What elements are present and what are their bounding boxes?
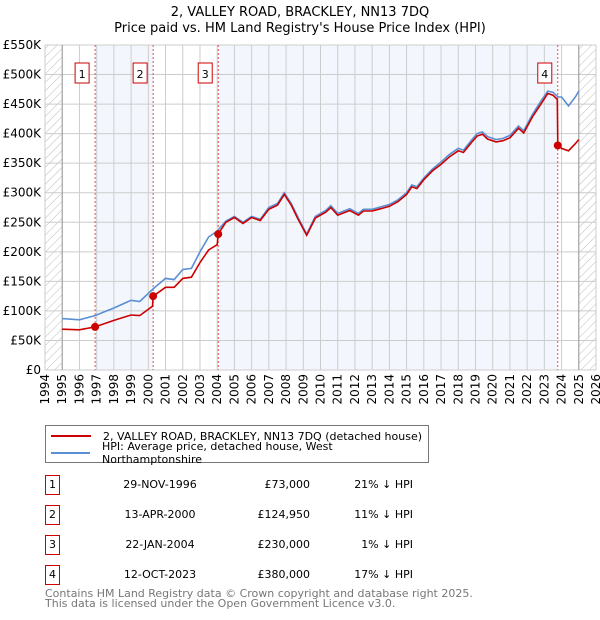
sale-date: 13-APR-2000 [124, 508, 196, 521]
x-tick-label: 2023 [537, 374, 551, 405]
y-tick-label: £400K [3, 127, 43, 141]
price-chart: £0 £50K £100K £150K £200K £250K £300K £350K £400… [3, 38, 600, 405]
y-tick-label: £150K [3, 274, 43, 288]
sale-point [214, 230, 223, 239]
x-tick-label: 1998 [107, 374, 121, 405]
x-tick-label: 2001 [159, 374, 173, 405]
x-tick-label: 2015 [400, 374, 414, 405]
sale-marker: 1 [45, 475, 60, 495]
sale-date: 29-NOV-1996 [123, 478, 197, 491]
x-tick-label: 2011 [331, 374, 345, 405]
shaded-band [95, 45, 154, 370]
hatched-region [45, 45, 63, 370]
x-tick-label: 1996 [72, 374, 86, 405]
sale-marker: 4 [45, 565, 60, 585]
x-tick-label: 2012 [348, 374, 362, 405]
chart-title: 2, VALLEY ROAD, BRACKLEY, NN13 7DQ [170, 5, 430, 20]
y-tick-label: £450K [3, 97, 43, 111]
y-tick-label: £100K [3, 304, 43, 318]
x-tick-label: 1995 [55, 374, 69, 405]
x-tick-label: 2025 [572, 374, 586, 405]
legend-label: 2, VALLEY ROAD, BRACKLEY, NN13 7DQ (deta… [103, 429, 423, 443]
y-tick-label: £200K [3, 245, 43, 259]
legend-label: HPI: Average price, detached house, West… [102, 440, 333, 466]
sale-point [553, 141, 562, 150]
sale-marker-label: 2 [137, 68, 144, 81]
x-tick-label: 2000 [141, 374, 155, 405]
sale-row: 4 12-OCT-2023 £380,000 17% ↓ HPI [45, 565, 465, 585]
x-tick-label: 2019 [468, 374, 482, 405]
series-line-hpi [62, 90, 580, 321]
y-tick-label: £550K [3, 38, 43, 52]
x-tick-label: 2006 [245, 374, 259, 405]
sale-hpi-diff: 21% ↓ HPI [354, 478, 413, 491]
x-tick-label: 2016 [417, 374, 431, 405]
x-tick-label: 2002 [176, 374, 190, 405]
x-tick-label: 2003 [193, 374, 207, 405]
x-tick-label: 1999 [124, 374, 138, 405]
sale-price: £124,950 [257, 508, 311, 521]
x-tick-label: 2008 [279, 374, 293, 405]
y-tick-label: £500K [3, 68, 43, 82]
sale-marker-label: 1 [79, 68, 86, 81]
x-tick-label: 2013 [365, 374, 379, 405]
sale-hpi-diff: 11% ↓ HPI [354, 508, 413, 521]
sale-row: 1 29-NOV-1996 £73,000 21% ↓ HPI [45, 475, 465, 495]
sale-row: 3 22-JAN-2004 £230,000 1% ↓ HPI [45, 535, 465, 555]
footer-licence: This data is licensed under the Open Gov… [45, 597, 396, 610]
sale-point [149, 292, 158, 301]
chart-subtitle: Price paid vs. HM Land Registry's House … [114, 21, 486, 36]
sale-marker-label: 3 [202, 68, 209, 81]
sale-price: £73,000 [264, 478, 311, 491]
x-tick-label: 2022 [520, 374, 534, 405]
sale-row: 2 13-APR-2000 £124,950 11% ↓ HPI [45, 505, 465, 525]
sale-hpi-diff: 17% ↓ HPI [354, 568, 413, 581]
y-tick-label: £300K [3, 186, 43, 200]
sale-marker-label: 4 [541, 68, 548, 81]
sale-marker: 3 [45, 535, 60, 555]
sale-price: £380,000 [257, 568, 311, 581]
sale-marker-box [74, 62, 90, 84]
footer: Contains HM Land Registry data © Crown c… [45, 587, 473, 610]
sale-date: 22-JAN-2004 [125, 538, 195, 551]
sale-date: 12-OCT-2023 [123, 568, 197, 581]
sale-hpi-diff: 1% ↓ HPI [361, 538, 413, 551]
y-tick-label: £50K [10, 333, 42, 347]
x-tick-label: 2004 [210, 374, 224, 405]
y-tick-label: £0 [26, 363, 41, 377]
legend-swatch [51, 435, 91, 437]
x-tick-label: 2010 [314, 374, 328, 405]
hatched-region [578, 45, 596, 370]
x-tick-label: 2026 [589, 374, 600, 405]
footer-copyright: Contains HM Land Registry data © Crown c… [45, 587, 473, 600]
x-tick-label: 2007 [262, 374, 276, 405]
legend: 2, VALLEY ROAD, BRACKLEY, NN13 7DQ (deta… [45, 425, 429, 466]
y-tick-label: £250K [3, 215, 43, 229]
x-tick-label: 2018 [451, 374, 465, 405]
x-tick-label: 2009 [296, 374, 310, 405]
sale-point [91, 322, 100, 331]
sale-marker: 2 [45, 505, 60, 525]
x-tick-label: 2024 [555, 374, 569, 405]
sale-marker-box [132, 62, 148, 84]
sale-price: £230,000 [257, 538, 311, 551]
legend-swatch [51, 452, 91, 454]
sale-marker-box [537, 62, 553, 84]
x-tick-label: 2005 [227, 374, 241, 405]
legend-item-price-paid: 2, VALLEY ROAD, BRACKLEY, NN13 7DQ (deta… [46, 428, 422, 444]
sale-marker-box [197, 62, 213, 84]
x-tick-label: 1997 [90, 374, 104, 405]
y-tick-label: £350K [3, 156, 43, 170]
x-tick-label: 2017 [434, 374, 448, 405]
x-tick-label: 2014 [382, 374, 396, 405]
legend-item-hpi: HPI: Average price, detached house, West… [46, 440, 428, 466]
x-tick-label: 2021 [503, 374, 517, 405]
x-tick-label: 2020 [486, 374, 500, 405]
x-tick-label: 1994 [38, 374, 52, 405]
series-line-price-paid [62, 92, 580, 331]
